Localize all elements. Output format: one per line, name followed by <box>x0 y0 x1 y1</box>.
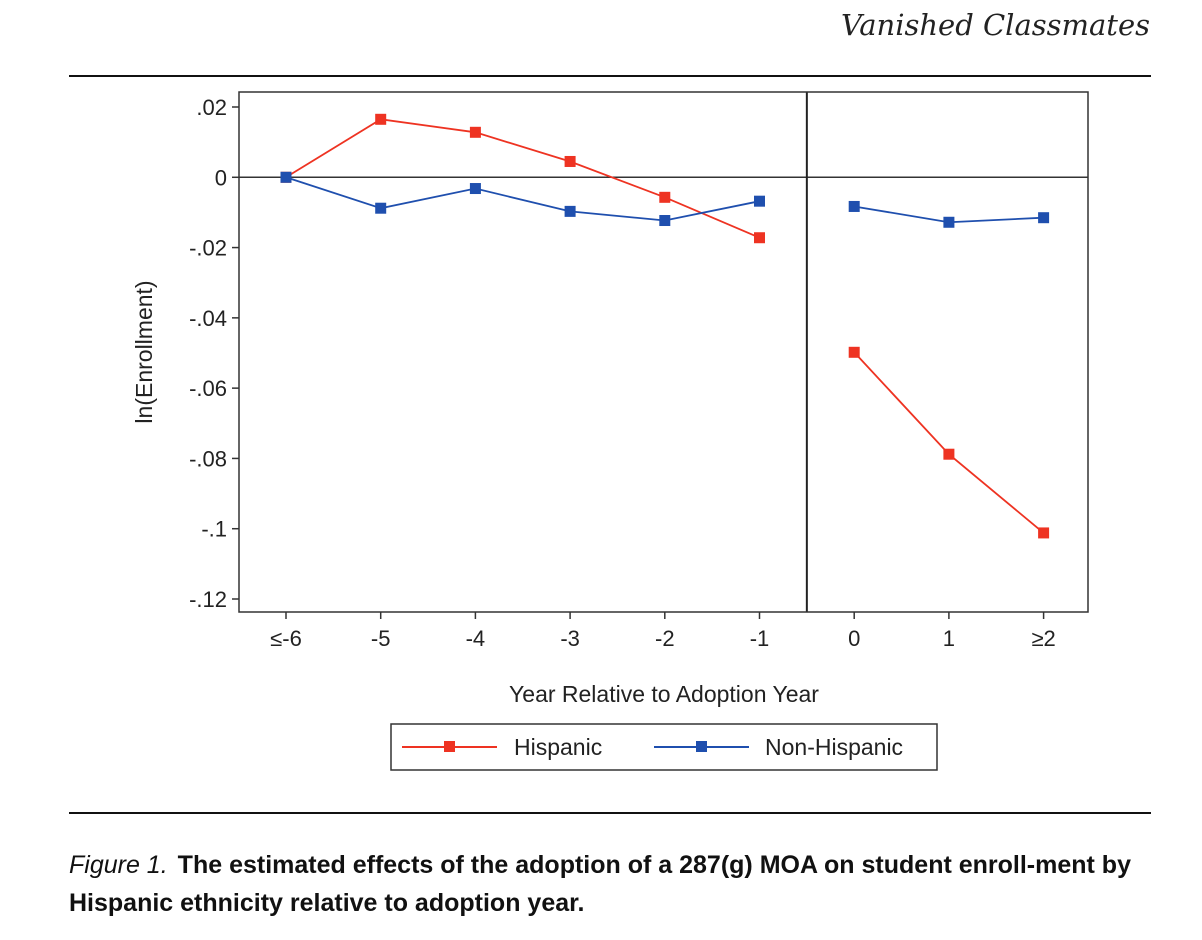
figure-label: Figure 1. <box>69 851 168 879</box>
series-layer <box>280 113 1050 539</box>
legend-non-hispanic-label: Non-Hispanic <box>765 734 903 760</box>
non-hispanic-point <box>848 200 860 212</box>
non-hispanic-point <box>280 171 292 183</box>
reference-lines <box>239 92 1088 612</box>
hispanic-point <box>754 232 765 244</box>
running-title: Vanished Classmates <box>840 8 1150 42</box>
hispanic-line-segment-2 <box>853 351 1045 534</box>
hispanic-point <box>659 191 671 203</box>
non-hispanic-point <box>469 183 481 195</box>
y-tick-label: -.08 <box>189 446 227 471</box>
axes: .02 0 -.02 -.04 -.06 -.08 -.1 -.12 ≤-6 -5 -4 -3 -2 -1… <box>189 91 1089 651</box>
legend-hispanic-marker <box>444 741 455 752</box>
legend-non-hispanic-marker <box>696 741 707 752</box>
y-tick-label: -.06 <box>189 376 227 401</box>
non-hispanic-point <box>564 205 576 217</box>
hispanic-point <box>1038 527 1050 539</box>
x-tick-label: 1 <box>943 626 955 651</box>
hispanic-point <box>848 346 860 358</box>
hispanic-point <box>469 126 481 138</box>
x-tick-label: -1 <box>750 626 770 651</box>
x-tick-label: -5 <box>371 626 391 651</box>
y-axis-title: ln(Enrollment) <box>131 280 157 423</box>
y-tick-label: -.02 <box>189 236 227 261</box>
plot-frame <box>238 91 1089 613</box>
non-hispanic-point <box>1038 212 1050 224</box>
figure-caption-text: The estimated effects of the adoption of… <box>69 851 1131 917</box>
hispanic-point <box>375 113 387 125</box>
legend-hispanic-label: Hispanic <box>514 734 602 760</box>
top-rule <box>69 75 1151 77</box>
non-hispanic-point <box>659 215 671 227</box>
bottom-rule <box>69 812 1151 814</box>
non-hispanic-point <box>375 202 387 214</box>
legend: Hispanic Non-Hispanic <box>390 723 938 771</box>
x-tick-label: -4 <box>466 626 486 651</box>
x-tick-label: 0 <box>848 626 860 651</box>
y-tick-label: -.04 <box>189 306 227 331</box>
figure-caption: Figure 1. The estimated effects of the ad… <box>69 846 1159 922</box>
non-hispanic-line-segment-1 <box>285 176 760 222</box>
hispanic-point <box>564 155 576 167</box>
x-axis-title: Year Relative to Adoption Year <box>509 681 819 707</box>
non-hispanic-point <box>943 216 955 228</box>
y-tick-label: 0 <box>215 165 227 190</box>
hispanic-point <box>943 448 955 460</box>
x-tick-label: ≥2 <box>1031 626 1055 651</box>
non-hispanic-point <box>754 195 765 207</box>
y-tick-label: .02 <box>196 95 227 120</box>
x-tick-label: ≤-6 <box>270 626 302 651</box>
chart: .02 0 -.02 -.04 -.06 -.08 -.1 -.12 ≤-6 -5 -4 -3 -2 -1… <box>131 91 1089 771</box>
x-tick-label: -3 <box>560 626 580 651</box>
x-tick-label: -2 <box>655 626 675 651</box>
hispanic-line-segment-1 <box>285 118 760 239</box>
y-tick-label: -.1 <box>201 517 227 542</box>
y-tick-label: -.12 <box>189 587 227 612</box>
